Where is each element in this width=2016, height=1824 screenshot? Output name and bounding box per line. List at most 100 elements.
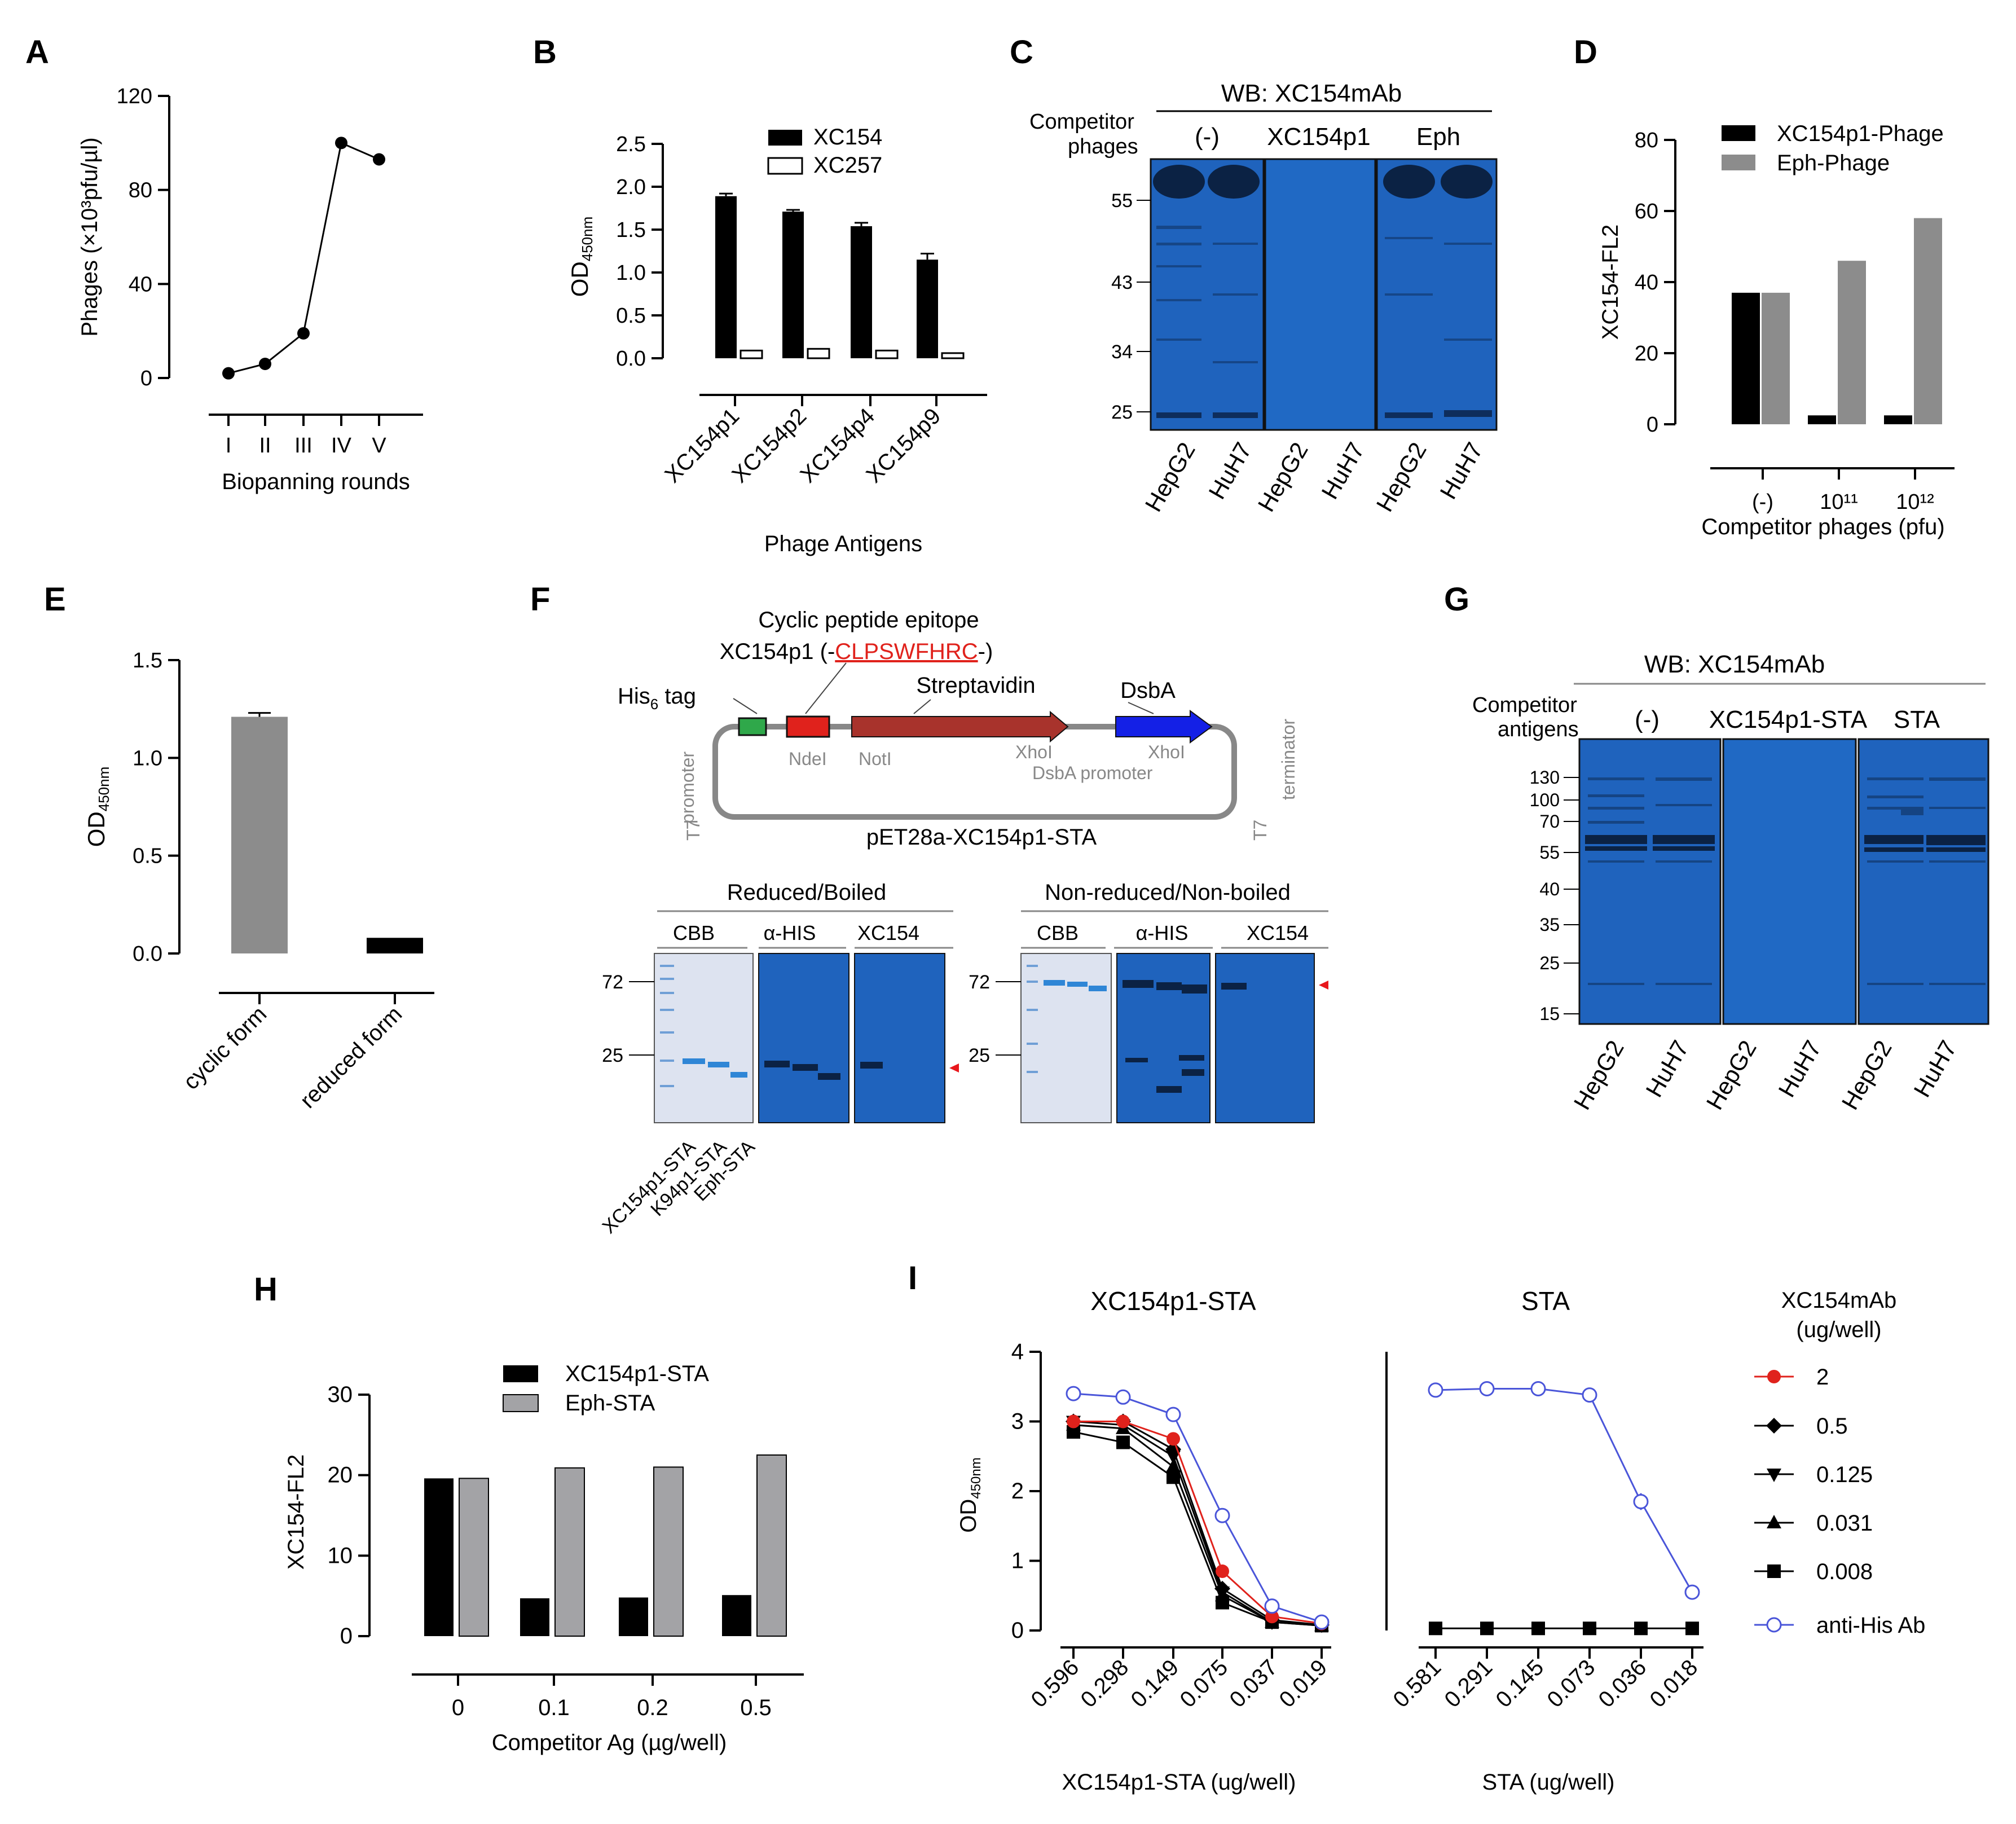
i2-xtick-label-4: 0.036 xyxy=(1594,1655,1651,1712)
d-bar-xc154p1-0 xyxy=(1732,292,1760,424)
c-blot-2 xyxy=(1264,158,1376,431)
g-blot-2 xyxy=(1722,738,1857,1025)
a-xtick-label-1: II xyxy=(259,434,271,458)
i1-line-2 xyxy=(1073,1421,1322,1625)
f-his-box xyxy=(738,717,767,736)
c-lane-1: HepG2 xyxy=(1140,438,1200,516)
f-epitope-box xyxy=(786,715,830,738)
panel-h: H 0 10 20 30 0 0.1 0.2 0.5 XC154-FL2 Competito… xyxy=(254,1271,804,1755)
c-mw-43: 43 xyxy=(1111,272,1133,293)
d-legend-swatch-2 xyxy=(1722,155,1755,170)
panel-e: E 0.0 0.5 1.0 1.5 cyclic form reduced form O… xyxy=(44,581,434,1113)
i-legend-marker-1 xyxy=(1766,1418,1782,1434)
i1-x-label: XC154p1-STA (ug/well) xyxy=(1062,1770,1296,1795)
g-lane-1: HepG2 xyxy=(1569,1036,1629,1114)
i2-xtick-label-1: 0.291 xyxy=(1440,1655,1497,1712)
f-gel-bands xyxy=(660,965,1247,1093)
g-lane-6: HuH7 xyxy=(1908,1036,1961,1102)
i2-xtick-label-2: 0.145 xyxy=(1491,1655,1548,1712)
d-legend-2: Eph-Phage xyxy=(1777,151,1890,175)
i2-point-antihis-0 xyxy=(1428,1382,1443,1398)
b-ytick-label-0: 0.0 xyxy=(616,347,646,371)
f-nonreduced-title: Non-reduced/Non-boiled xyxy=(1045,880,1291,905)
i1-xtick-label-1: 0.298 xyxy=(1076,1655,1133,1712)
d-bar-eph-1 xyxy=(1838,261,1866,424)
panel-label-c: C xyxy=(1010,34,1033,71)
i1-point-0.5-2 xyxy=(1165,1441,1181,1457)
g-lane-3: HepG2 xyxy=(1701,1036,1762,1114)
a-point-III xyxy=(297,327,310,340)
a-xtick-label-3: IV xyxy=(331,434,352,458)
e-bar-1 xyxy=(367,938,423,953)
g-blot-1 xyxy=(1578,738,1722,1025)
i2-point-antihis-2 xyxy=(1530,1381,1546,1396)
g-wb-title: WB: XC154mAb xyxy=(1644,651,1825,678)
f-gel-ahis-1 xyxy=(758,953,849,1123)
i1-xtick-label-3: 0.075 xyxy=(1175,1655,1233,1712)
g-mw-130: 130 xyxy=(1530,767,1560,788)
i-legend-marker-5 xyxy=(1766,1617,1782,1633)
i-legend-marker-3 xyxy=(1767,1515,1781,1528)
h-xtick-label-1: 0.1 xyxy=(538,1695,570,1720)
i2-title: STA xyxy=(1521,1286,1570,1316)
b-bar-xc257-XC154p2 xyxy=(807,348,830,359)
c-mw-34: 34 xyxy=(1111,341,1133,363)
d-x-label: Competitor phages (pfu) xyxy=(1701,515,1944,539)
e-ytick-label-2: 1.0 xyxy=(133,746,162,770)
e-xtick-label-0: cyclic form xyxy=(179,1001,272,1095)
i1-ytick-label-0: 0 xyxy=(1011,1618,1024,1643)
d-xtick-label-2: 10¹² xyxy=(1896,490,1934,514)
i1-point-anti-His Ab-5 xyxy=(1314,1614,1330,1630)
a-ytick-label-3: 120 xyxy=(117,85,152,108)
h-xtick-label-2: 0.2 xyxy=(637,1695,668,1720)
h-y-label: XC154-FL2 xyxy=(284,1454,309,1570)
c-mw-ticks xyxy=(1137,200,1151,412)
c-group-eph: Eph xyxy=(1416,123,1460,151)
h-bar-xc154p1sta-0.2 xyxy=(619,1597,648,1636)
i1-point-anti-His Ab-3 xyxy=(1214,1507,1230,1523)
d-ytick-label-1: 20 xyxy=(1635,342,1658,366)
a-ytick-label-2: 80 xyxy=(129,179,152,203)
f-ndei: NdeI xyxy=(789,749,827,769)
f-dsba: DsbA xyxy=(1120,678,1176,703)
panel-label-b: B xyxy=(533,34,557,71)
h-ytick-label-1: 10 xyxy=(328,1543,353,1568)
h-bar-ephsta-0.5 xyxy=(756,1454,787,1637)
f-connectors xyxy=(733,662,1154,714)
d-ytick-label-0: 0 xyxy=(1647,413,1658,437)
g-mw-35: 35 xyxy=(1539,915,1560,935)
f-reduced-title: Reduced/Boiled xyxy=(727,880,886,905)
h-bar-xc154p1sta-0.5 xyxy=(722,1595,751,1636)
f-streptavidin: Streptavidin xyxy=(916,673,1035,698)
c-group-xc154p1: XC154p1 xyxy=(1267,123,1370,151)
c-lane-5: HepG2 xyxy=(1371,438,1432,516)
b-x-label: Phage Antigens xyxy=(764,531,922,556)
b-ytick-label-1: 0.5 xyxy=(616,304,646,328)
i-legend: XC154mAb (ug/well) 2 0.5 0.125 0.031 0.008 an… xyxy=(1754,1288,1925,1638)
d-bar-xc154p1-1 xyxy=(1808,415,1836,424)
c-competitor-2: phages xyxy=(1068,135,1138,159)
i1-point-anti-His Ab-1 xyxy=(1115,1389,1131,1405)
a-point-I xyxy=(222,367,235,380)
a-point-II xyxy=(259,358,271,370)
e-ytick-label-1: 0.5 xyxy=(133,845,162,868)
b-bar-xc154-XC154p4 xyxy=(851,226,872,358)
d-bar-eph-2 xyxy=(1914,218,1942,424)
a-y-label: Phages (×10³pfu/µl) xyxy=(77,137,102,336)
i1-point-2-2 xyxy=(1167,1432,1180,1446)
f-arrowhead-2 xyxy=(1319,981,1328,990)
i2-point-xc154mab-2 xyxy=(1531,1621,1545,1636)
c-lane-3: HepG2 xyxy=(1253,438,1313,516)
i1-ytick-label-3: 3 xyxy=(1011,1409,1024,1434)
a-x-label: Biopanning rounds xyxy=(222,469,410,494)
g-competitor-1: Competitor xyxy=(1472,693,1577,717)
g-mw-70: 70 xyxy=(1539,811,1560,832)
b-bar-xc257-XC154p4 xyxy=(875,349,899,359)
a-xtick-label-2: III xyxy=(294,434,312,458)
i-legend-title-2: (ug/well) xyxy=(1796,1317,1881,1342)
f-cbb-2: CBB xyxy=(1037,921,1079,944)
i1-point-0.5-3 xyxy=(1214,1580,1230,1597)
c-lane-6: HuH7 xyxy=(1434,438,1487,504)
c-competitor-1: Competitor xyxy=(1029,110,1134,134)
